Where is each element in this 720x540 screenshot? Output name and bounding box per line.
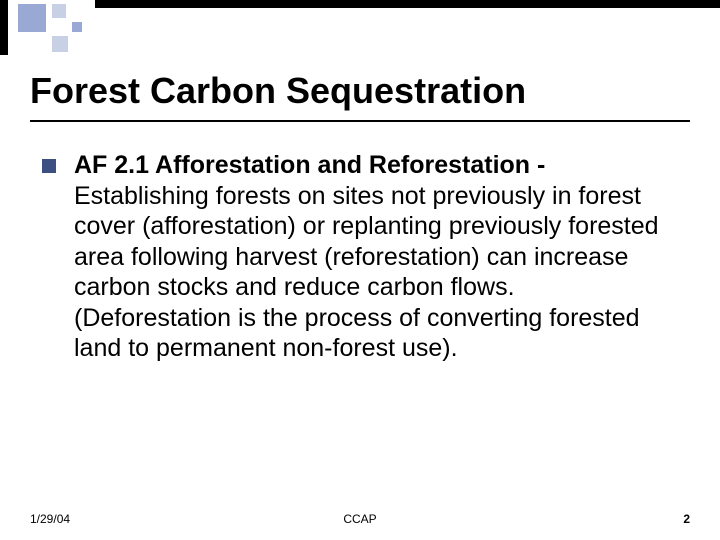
decoration-square <box>52 36 68 52</box>
body-content: AF 2.1 Afforestation and Reforestation -… <box>42 150 678 364</box>
bullet-rest: Establishing forests on sites not previo… <box>74 182 659 363</box>
decoration-square <box>52 4 66 18</box>
decoration-square <box>18 4 46 32</box>
decoration-left-bar <box>0 0 8 55</box>
slide-title: Forest Carbon Sequestration <box>30 70 690 112</box>
footer-center-label: CCAP <box>343 512 376 526</box>
bullet-text: AF 2.1 Afforestation and Reforestation -… <box>74 150 678 364</box>
decoration-square <box>72 22 82 32</box>
footer-date: 1/29/04 <box>30 512 70 526</box>
bullet-lead: AF 2.1 Afforestation and Reforestation - <box>74 151 545 179</box>
decoration-top-bar <box>95 0 720 8</box>
title-underline <box>30 120 690 122</box>
corner-decoration <box>0 0 720 55</box>
square-bullet-icon <box>42 159 56 173</box>
bullet-item: AF 2.1 Afforestation and Reforestation -… <box>42 150 678 364</box>
footer-page-number: 2 <box>683 512 690 526</box>
slide-footer: 1/29/04 CCAP 2 <box>30 506 690 526</box>
